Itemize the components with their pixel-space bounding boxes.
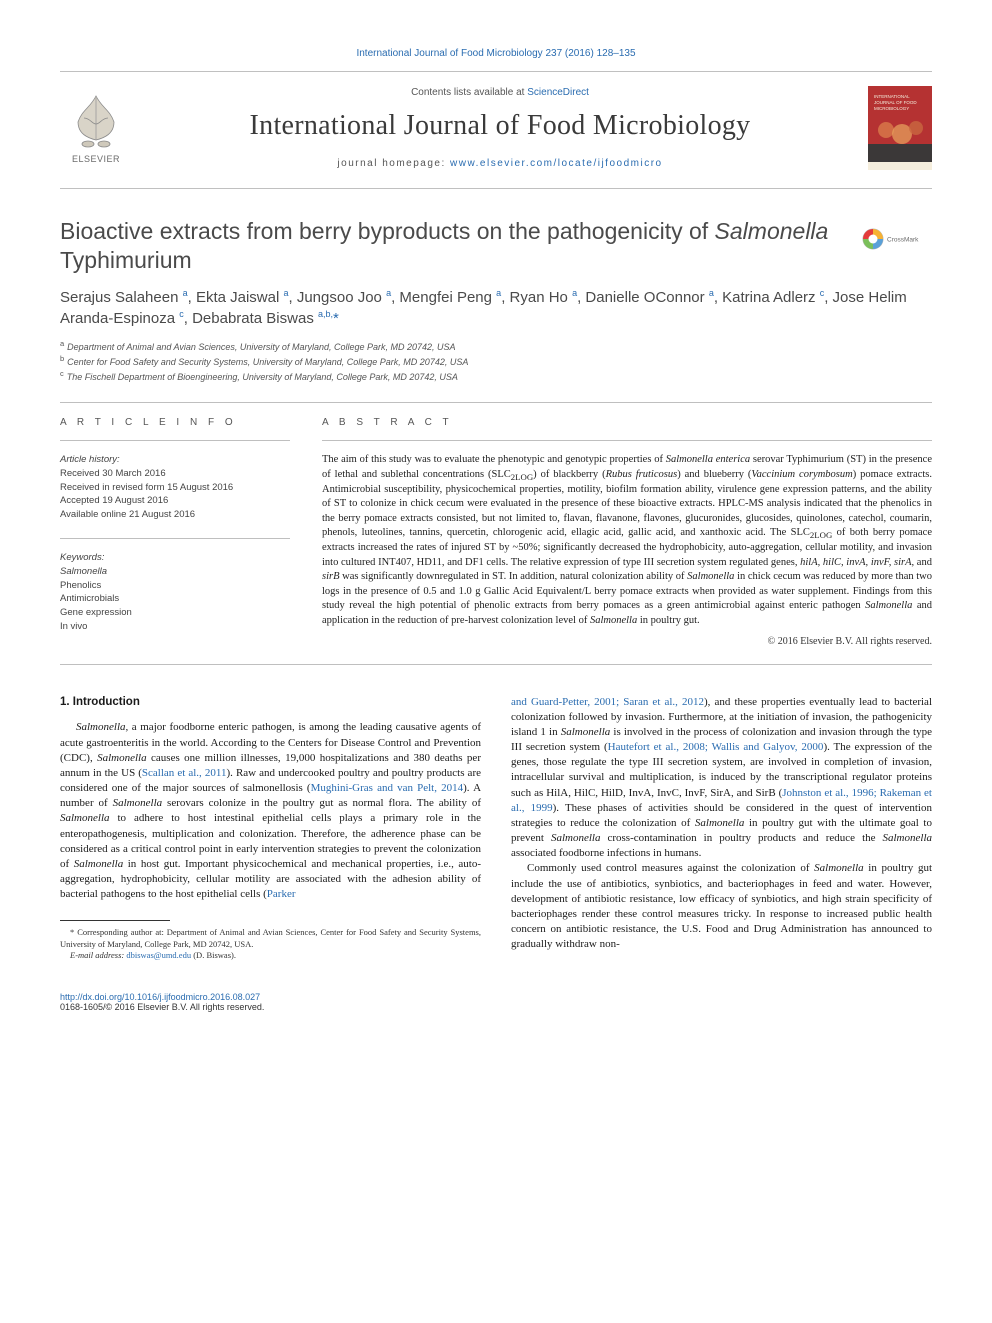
sciencedirect-link[interactable]: ScienceDirect [527,87,589,98]
issn-copyright: 0168-1605/© 2016 Elsevier B.V. All right… [60,1002,264,1012]
svg-text:MICROBIOLOGY: MICROBIOLOGY [874,106,909,111]
history-item: Received 30 March 2016 [60,468,166,479]
svg-text:JOURNAL OF FOOD: JOURNAL OF FOOD [874,100,917,105]
homepage-prefix: journal homepage: [337,158,450,169]
divider [60,402,932,403]
keyword: In vivo [60,621,87,632]
affiliation: bCenter for Food Safety and Security Sys… [60,354,932,369]
abstract-copyright: © 2016 Elsevier B.V. All rights reserved… [322,636,932,647]
divider [60,440,290,441]
keyword: Phenolics [60,580,101,591]
keyword: Antimicrobials [60,593,119,604]
journal-homepage-link[interactable]: www.elsevier.com/locate/ijfoodmicro [450,158,663,169]
journal-title: International Journal of Food Microbiolo… [156,110,844,142]
svg-text:CrossMark: CrossMark [887,237,919,244]
homepage-line: journal homepage: www.elsevier.com/locat… [156,158,844,169]
elsevier-wordmark: ELSEVIER [72,154,120,164]
keywords-block: Keywords: Salmonella Phenolics Antimicro… [60,551,290,634]
abstract-column: A B S T R A C T The aim of this study wa… [322,417,932,649]
elsevier-logo: ELSEVIER [60,88,132,168]
article-info-column: A R T I C L E I N F O Article history: R… [60,417,290,649]
body-column-left: 1. Introduction Salmonella, a major food… [60,695,481,962]
bottom-bar: http://dx.doi.org/10.1016/j.ijfoodmicro.… [60,992,932,1012]
footnote-separator [60,920,170,921]
info-abstract-row: A R T I C L E I N F O Article history: R… [60,417,932,649]
corresponding-footnote: * Corresponding author at: Department of… [60,927,481,950]
article-info-label: A R T I C L E I N F O [60,417,290,428]
section-heading: 1. Introduction [60,695,481,711]
divider [60,538,290,539]
page: International Journal of Food Microbiolo… [0,0,992,1052]
history-heading: Article history: [60,454,120,465]
affiliation: cThe Fischell Department of Bioengineeri… [60,369,932,384]
history-item: Available online 21 August 2016 [60,509,195,520]
history-item: Received in revised form 15 August 2016 [60,482,233,493]
contents-prefix: Contents lists available at [411,87,527,98]
email-label: E-mail address: [70,950,124,960]
corresponding-email-link[interactable]: dbiswas@umd.edu [126,950,191,960]
abstract-label: A B S T R A C T [322,417,932,428]
affiliation: aDepartment of Animal and Avian Sciences… [60,339,932,354]
masthead-center: Contents lists available at ScienceDirec… [156,87,844,169]
svg-text:INTERNATIONAL: INTERNATIONAL [874,94,910,99]
top-citation: International Journal of Food Microbiolo… [60,48,932,59]
title-row: Bioactive extracts from berry byproducts… [60,217,932,275]
body-paragraph: Salmonella, a major foodborne enteric pa… [60,720,481,902]
article-history: Article history: Received 30 March 2016 … [60,453,290,522]
keywords-heading: Keywords: [60,552,104,563]
crossmark-badge[interactable]: CrossMark [860,221,932,257]
body-columns: 1. Introduction Salmonella, a major food… [60,695,932,962]
divider [60,664,932,665]
article-title: Bioactive extracts from berry byproducts… [60,217,840,275]
contents-line: Contents lists available at ScienceDirec… [156,87,844,98]
journal-cover-thumb: INTERNATIONAL JOURNAL OF FOOD MICROBIOLO… [868,86,932,170]
body-paragraph: Commonly used control measures against t… [511,861,932,952]
body-paragraph: and Guard-Petter, 2001; Saran et al., 20… [511,695,932,862]
abstract-text: The aim of this study was to evaluate th… [322,453,932,628]
doi-link[interactable]: http://dx.doi.org/10.1016/j.ijfoodmicro.… [60,992,260,1002]
keyword: Salmonella [60,566,107,577]
affiliations: aDepartment of Animal and Avian Sciences… [60,339,932,384]
history-item: Accepted 19 August 2016 [60,495,168,506]
author-list: Serajus Salaheen a, Ekta Jaiswal a, Jung… [60,287,932,330]
email-suffix: (D. Biswas). [191,950,236,960]
body-column-right: and Guard-Petter, 2001; Saran et al., 20… [511,695,932,962]
masthead: ELSEVIER Contents lists available at Sci… [60,71,932,189]
keyword: Gene expression [60,607,132,618]
divider [322,440,932,441]
email-footnote: E-mail address: dbiswas@umd.edu (D. Bisw… [60,950,481,961]
